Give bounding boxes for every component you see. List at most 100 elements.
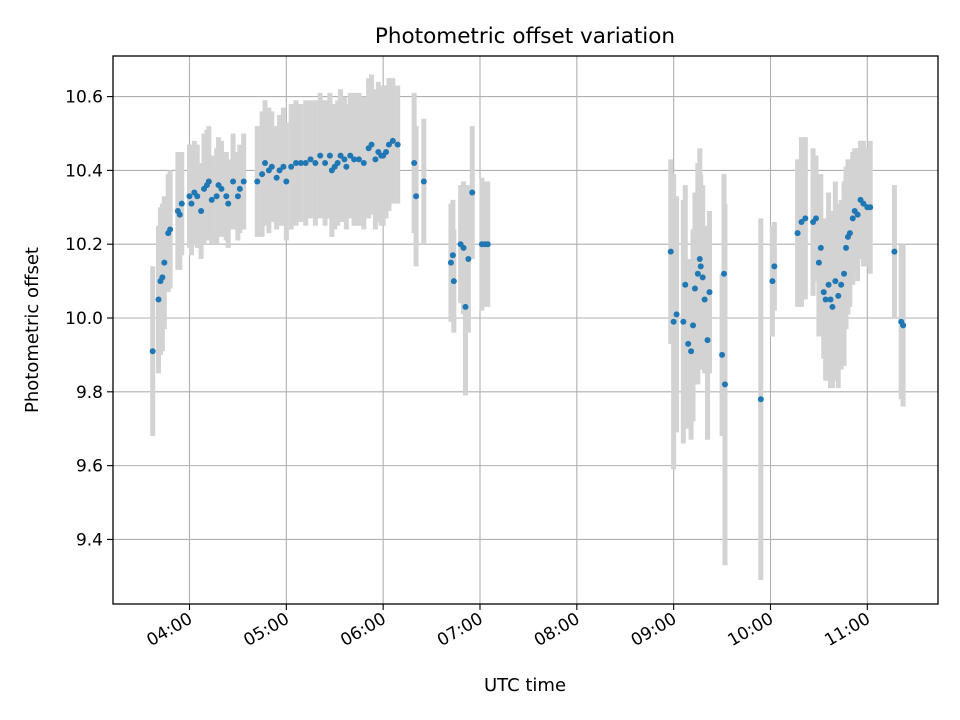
data-point <box>307 156 314 163</box>
data-point <box>815 259 822 266</box>
data-point <box>218 185 225 192</box>
y-tick-label: 10.4 <box>65 161 103 181</box>
data-point <box>198 207 205 214</box>
data-point <box>288 163 295 170</box>
data-point <box>273 174 280 181</box>
data-point <box>682 281 689 288</box>
data-point <box>368 141 375 148</box>
y-tick-label: 9.6 <box>76 457 103 477</box>
errorbars <box>150 74 906 581</box>
data-point <box>223 193 230 200</box>
data-point <box>802 215 809 222</box>
data-point <box>317 152 324 159</box>
data-point <box>699 274 706 281</box>
x-tick-label: 09:00 <box>628 609 680 651</box>
data-point <box>186 193 193 200</box>
x-axis-ticks: 04:00 05:00 06:00 07:00 08:00 09:00 10:00 11:00 <box>144 604 874 651</box>
data-point <box>447 259 454 266</box>
data-point <box>757 396 764 403</box>
data-point <box>469 189 476 196</box>
data-point <box>841 270 848 277</box>
y-axis-label: Photometric offset <box>22 247 43 413</box>
data-point <box>900 322 907 329</box>
data-point <box>694 270 701 277</box>
data-point <box>149 348 156 355</box>
data-point <box>832 278 839 285</box>
data-point <box>450 278 457 285</box>
data-point <box>849 215 856 222</box>
data-point <box>161 259 168 266</box>
data-point <box>259 171 266 178</box>
data-point <box>701 296 708 303</box>
data-point <box>794 230 801 237</box>
x-tick-label: 05:00 <box>240 609 292 651</box>
data-point <box>691 285 698 292</box>
data-point <box>697 263 704 270</box>
data-point <box>812 215 819 222</box>
data-point <box>706 289 713 296</box>
data-point <box>312 160 319 167</box>
data-point <box>670 318 677 325</box>
data-point <box>326 152 333 159</box>
x-tick-label: 10:00 <box>725 609 777 651</box>
data-point <box>827 296 834 303</box>
data-point <box>680 318 687 325</box>
data-point <box>820 289 827 296</box>
data-point <box>484 241 491 248</box>
y-tick-label: 10.6 <box>65 88 103 108</box>
y-axis-ticks: 9.4 9.6 9.8 10.0 10.2 10.4 10.6 <box>65 88 113 550</box>
data-point <box>696 255 703 262</box>
data-point <box>825 281 832 288</box>
data-point <box>176 211 183 218</box>
data-point <box>334 160 341 167</box>
data-point <box>372 156 379 163</box>
data-point <box>236 185 243 192</box>
data-point <box>155 296 162 303</box>
x-axis-label: UTC time <box>484 675 566 696</box>
data-point <box>771 263 778 270</box>
data-point <box>208 196 215 203</box>
x-tick-label: 11:00 <box>821 609 873 651</box>
data-point <box>167 226 174 233</box>
data-point <box>685 340 692 347</box>
data-point <box>891 248 898 255</box>
data-point <box>280 163 287 170</box>
data-point <box>411 160 418 167</box>
data-point <box>213 193 220 200</box>
data-points <box>149 137 907 403</box>
data-point <box>798 219 805 226</box>
chart-title: Photometric offset variation <box>375 24 675 49</box>
data-point <box>234 193 241 200</box>
data-point <box>383 148 390 155</box>
data-point <box>194 193 201 200</box>
data-point <box>667 248 674 255</box>
data-point <box>704 337 711 344</box>
data-point <box>343 163 350 170</box>
y-tick-label: 9.4 <box>76 530 103 550</box>
data-point <box>268 163 275 170</box>
x-tick-label: 08:00 <box>531 609 583 651</box>
data-point <box>769 278 776 285</box>
data-point <box>846 230 853 237</box>
data-point <box>690 322 697 329</box>
data-point <box>322 160 329 167</box>
y-tick-label: 10.2 <box>65 235 103 255</box>
data-point <box>360 160 367 167</box>
data-point <box>188 200 195 207</box>
data-point <box>389 137 396 144</box>
data-point <box>337 152 344 159</box>
data-point <box>262 160 269 167</box>
data-point <box>854 211 861 218</box>
data-point <box>817 244 824 251</box>
data-point <box>225 200 232 207</box>
data-point <box>822 296 829 303</box>
data-point <box>829 303 836 310</box>
data-point <box>420 178 427 185</box>
x-tick-label: 06:00 <box>337 609 389 651</box>
data-point <box>843 244 850 251</box>
data-point <box>413 193 420 200</box>
grid <box>113 56 938 604</box>
data-point <box>254 178 261 185</box>
data-point <box>385 141 392 148</box>
